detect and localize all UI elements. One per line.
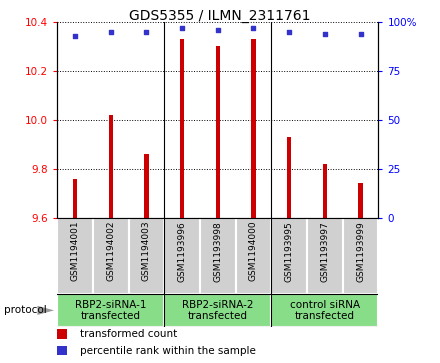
Text: percentile rank within the sample: percentile rank within the sample: [80, 346, 256, 355]
Text: RBP2-siRNA-1
transfected: RBP2-siRNA-1 transfected: [75, 299, 147, 321]
Bar: [216, 46, 220, 218]
Bar: [128, 218, 164, 294]
Point: [72, 33, 79, 38]
Text: protocol: protocol: [4, 305, 47, 315]
Bar: [73, 179, 77, 218]
Bar: [57, 329, 67, 339]
Text: RBP2-siRNA-2
transfected: RBP2-siRNA-2 transfected: [182, 299, 253, 321]
Bar: [57, 294, 164, 327]
Text: control siRNA
transfected: control siRNA transfected: [290, 299, 360, 321]
Bar: [271, 294, 378, 327]
Bar: [109, 115, 113, 218]
Point: [321, 30, 328, 36]
Point: [214, 27, 221, 33]
Point: [357, 30, 364, 36]
Text: GSM1194000: GSM1194000: [249, 221, 258, 281]
Bar: [287, 137, 291, 218]
Point: [107, 29, 114, 34]
Point: [250, 25, 257, 30]
Text: transformed count: transformed count: [80, 329, 177, 339]
Polygon shape: [37, 306, 54, 315]
Bar: [323, 164, 327, 218]
Bar: [271, 218, 307, 294]
Bar: [343, 218, 378, 294]
Bar: [236, 218, 271, 294]
Text: GDS5355 / ILMN_2311761: GDS5355 / ILMN_2311761: [129, 9, 311, 23]
Text: GSM1193998: GSM1193998: [213, 221, 222, 282]
Bar: [180, 39, 184, 218]
Point: [179, 25, 186, 30]
Text: GSM1194002: GSM1194002: [106, 221, 115, 281]
Bar: [359, 184, 363, 218]
Bar: [93, 218, 128, 294]
Bar: [57, 218, 93, 294]
Text: GSM1194001: GSM1194001: [70, 221, 80, 281]
Bar: [200, 218, 236, 294]
Text: GSM1193996: GSM1193996: [178, 221, 187, 282]
Text: GSM1193999: GSM1193999: [356, 221, 365, 282]
Bar: [164, 294, 271, 327]
Text: GSM1193997: GSM1193997: [320, 221, 330, 282]
Bar: [251, 39, 256, 218]
Bar: [57, 346, 67, 355]
Point: [286, 29, 293, 34]
Bar: [144, 154, 149, 218]
Text: GSM1194003: GSM1194003: [142, 221, 151, 281]
Text: GSM1193995: GSM1193995: [285, 221, 293, 282]
Point: [143, 29, 150, 34]
Bar: [307, 218, 343, 294]
Bar: [164, 218, 200, 294]
